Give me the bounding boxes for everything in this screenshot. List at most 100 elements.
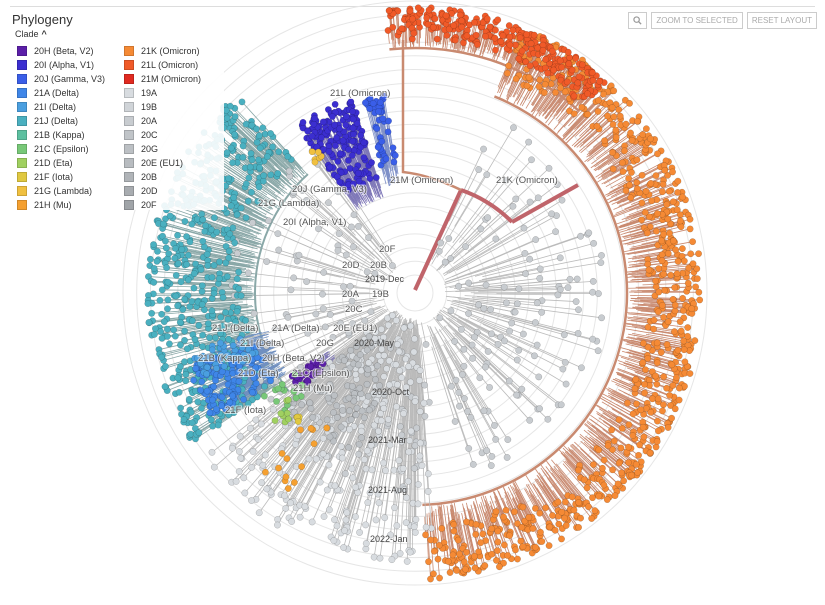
tip[interactable]	[263, 153, 271, 161]
tip[interactable]	[486, 23, 494, 31]
tip[interactable]	[509, 26, 517, 34]
tip[interactable]	[671, 284, 679, 291]
tip[interactable]	[506, 41, 514, 49]
tip[interactable]	[330, 537, 338, 544]
tip[interactable]	[214, 421, 222, 429]
tip[interactable]	[340, 544, 348, 551]
tip[interactable]	[502, 299, 510, 307]
tip[interactable]	[450, 527, 458, 535]
tip[interactable]	[345, 443, 353, 451]
tip[interactable]	[653, 210, 661, 218]
tip[interactable]	[356, 528, 364, 536]
tip[interactable]	[206, 334, 213, 342]
tip[interactable]	[652, 372, 660, 380]
tip[interactable]	[198, 282, 206, 290]
tip[interactable]	[255, 509, 263, 517]
tip[interactable]	[669, 237, 677, 245]
tip[interactable]	[354, 361, 362, 369]
tip[interactable]	[164, 305, 171, 313]
tip[interactable]	[671, 307, 679, 315]
tip[interactable]	[666, 391, 674, 399]
tip[interactable]	[208, 273, 216, 281]
tip[interactable]	[548, 47, 556, 55]
tip[interactable]	[597, 259, 605, 267]
tip[interactable]	[609, 466, 617, 474]
tip[interactable]	[510, 508, 518, 516]
tip[interactable]	[235, 268, 243, 276]
tip[interactable]	[295, 251, 303, 259]
tip[interactable]	[347, 346, 355, 354]
tip[interactable]	[458, 371, 466, 379]
tip[interactable]	[671, 301, 679, 309]
tip[interactable]	[362, 521, 370, 529]
tip[interactable]	[655, 265, 663, 273]
tip[interactable]	[539, 46, 547, 54]
tip[interactable]	[159, 220, 167, 228]
tip[interactable]	[670, 328, 678, 336]
tip[interactable]	[653, 438, 661, 445]
tip[interactable]	[627, 194, 635, 202]
tip[interactable]	[658, 237, 666, 245]
tip[interactable]	[206, 409, 214, 417]
tip[interactable]	[239, 142, 247, 150]
tip[interactable]	[622, 120, 630, 128]
tip[interactable]	[284, 313, 292, 321]
tip[interactable]	[618, 469, 626, 477]
tip[interactable]	[476, 374, 484, 382]
tip[interactable]	[525, 513, 533, 521]
tip[interactable]	[229, 159, 237, 167]
tip[interactable]	[319, 290, 326, 298]
tip[interactable]	[677, 327, 685, 335]
tip[interactable]	[689, 260, 697, 268]
tip[interactable]	[407, 427, 415, 435]
tip[interactable]	[594, 290, 602, 298]
tip[interactable]	[550, 66, 558, 74]
tip[interactable]	[691, 337, 699, 345]
tip[interactable]	[393, 522, 401, 530]
tip[interactable]	[267, 130, 275, 137]
tip[interactable]	[422, 531, 430, 539]
tip[interactable]	[687, 250, 695, 258]
tip[interactable]	[144, 300, 152, 308]
tip[interactable]	[487, 462, 495, 470]
tip[interactable]	[660, 230, 668, 238]
tip[interactable]	[355, 450, 363, 458]
tip[interactable]	[320, 269, 328, 276]
tip[interactable]	[212, 376, 219, 384]
tip[interactable]	[409, 15, 416, 23]
tip[interactable]	[158, 286, 166, 294]
tip[interactable]	[312, 310, 320, 318]
tip[interactable]	[410, 29, 418, 37]
tip[interactable]	[533, 299, 541, 307]
tip[interactable]	[250, 309, 258, 317]
tip[interactable]	[514, 555, 521, 563]
tip[interactable]	[372, 376, 379, 384]
tip[interactable]	[281, 492, 288, 500]
tip[interactable]	[583, 484, 591, 492]
tip[interactable]	[647, 408, 655, 416]
tip[interactable]	[664, 171, 672, 179]
tip[interactable]	[407, 378, 414, 386]
tip[interactable]	[654, 150, 661, 158]
tip[interactable]	[349, 474, 357, 482]
tip[interactable]	[429, 23, 437, 31]
tip[interactable]	[427, 575, 434, 583]
tip[interactable]	[230, 194, 238, 201]
tip[interactable]	[505, 62, 513, 70]
tip[interactable]	[570, 506, 578, 514]
tip[interactable]	[365, 406, 373, 414]
tip[interactable]	[488, 550, 496, 558]
tip[interactable]	[604, 112, 611, 120]
tip[interactable]	[433, 35, 441, 43]
tip[interactable]	[470, 552, 478, 560]
legend-item[interactable]: 20A	[124, 115, 224, 126]
tip[interactable]	[633, 156, 641, 164]
tip[interactable]	[561, 498, 569, 506]
tip[interactable]	[176, 341, 184, 349]
tip[interactable]	[470, 18, 478, 26]
legend-item[interactable]: 19B	[124, 101, 224, 112]
tip[interactable]	[422, 523, 430, 531]
tip[interactable]	[186, 238, 194, 246]
tip[interactable]	[343, 509, 351, 517]
tip[interactable]	[686, 370, 694, 377]
